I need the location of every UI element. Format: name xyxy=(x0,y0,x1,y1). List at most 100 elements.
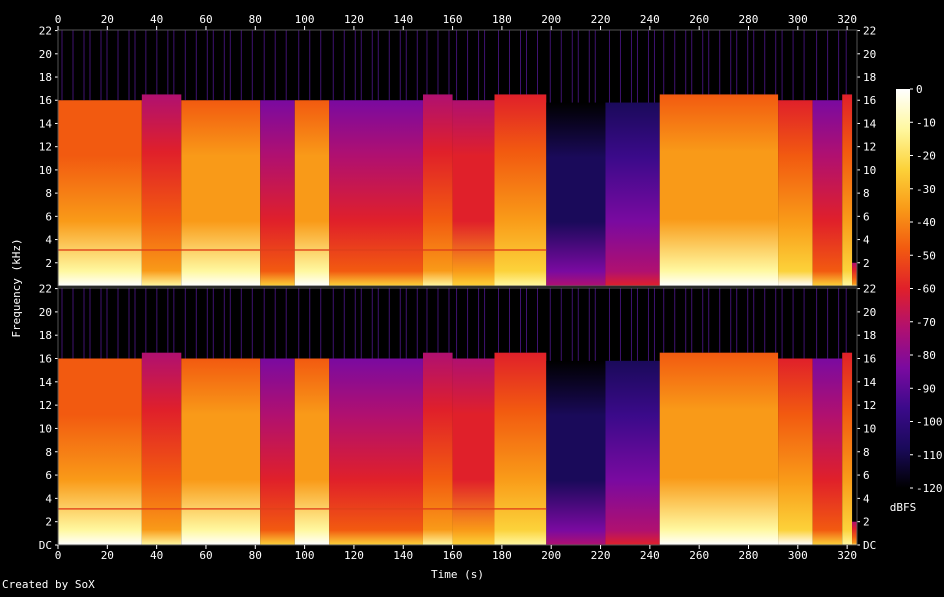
y-tick-label-right: 16 xyxy=(863,353,876,366)
y-tick-label-right: 18 xyxy=(863,71,876,84)
y-tick-label-left: 2 xyxy=(45,516,52,529)
y-tick-label-left: 20 xyxy=(39,48,52,61)
colorbar-tick-label: -30 xyxy=(916,183,936,196)
y-tick-label-right: 8 xyxy=(863,187,870,200)
spectrogram-segment xyxy=(852,521,857,545)
colorbar-tick-label: -10 xyxy=(916,116,936,129)
y-tick-label-right: 4 xyxy=(863,492,870,505)
colorbar-tick-label: -120 xyxy=(916,482,943,495)
x-tick-label-bottom: 240 xyxy=(640,549,660,562)
colorbar-tick-label: -50 xyxy=(916,249,936,262)
y-tick-label-right: 6 xyxy=(863,469,870,482)
spectrogram-segment xyxy=(294,358,330,545)
y-tick-label-left: 10 xyxy=(39,164,52,177)
spectrogram-segment xyxy=(141,352,182,545)
spectrogram-segment xyxy=(141,94,182,287)
x-tick-label-top: 120 xyxy=(344,13,364,26)
x-tick-label-bottom: 80 xyxy=(249,549,262,562)
spectrogram-segment xyxy=(842,94,853,287)
x-tick-label-bottom: 120 xyxy=(344,549,364,562)
colorbar-ramp xyxy=(896,89,910,488)
spectrogram-segment xyxy=(260,358,295,545)
x-tick-label-bottom: 60 xyxy=(199,549,212,562)
y-tick-label-right: 12 xyxy=(863,141,876,154)
spectrogram-panel-1 xyxy=(58,30,857,287)
spectrogram-segment xyxy=(58,100,142,287)
colorbar-tick-label: -110 xyxy=(916,449,943,462)
x-tick-label-bottom: 20 xyxy=(101,549,114,562)
y-tick-label-right: 20 xyxy=(863,306,876,319)
spectrogram-segment xyxy=(852,262,857,286)
x-tick-label-bottom: 40 xyxy=(150,549,163,562)
x-tick-label-top: 220 xyxy=(591,13,611,26)
y-tick-label-right: 22 xyxy=(863,283,876,296)
x-tick-label-top: 140 xyxy=(393,13,413,26)
x-tick-label-top: 200 xyxy=(541,13,561,26)
y-tick-label-right: 16 xyxy=(863,94,876,107)
x-tick-label-bottom: 260 xyxy=(689,549,709,562)
y-tick-label-right: 18 xyxy=(863,329,876,342)
x-tick-label-bottom: 280 xyxy=(739,549,759,562)
x-tick-label-bottom: 140 xyxy=(393,549,413,562)
x-tick-label-top: 20 xyxy=(101,13,114,26)
x-tick-label-bottom: 320 xyxy=(837,549,857,562)
x-axis-label: Time (s) xyxy=(431,568,484,581)
x-tick-label-top: 180 xyxy=(492,13,512,26)
y-tick-label-right: 14 xyxy=(863,117,877,130)
spectrogram-segment xyxy=(812,100,843,287)
spectrogram-segment xyxy=(452,358,495,545)
spectrogram-segment xyxy=(329,358,423,545)
spectrogram-segment xyxy=(58,358,142,545)
x-tick-label-bottom: 160 xyxy=(443,549,463,562)
spectrogram-segment xyxy=(422,94,453,287)
y-tick-label-left: 6 xyxy=(45,469,52,482)
y-axis-label: Frequency (kHz) xyxy=(10,238,23,337)
spectrogram-segment xyxy=(329,100,423,287)
colorbar-label: dBFS xyxy=(890,501,917,514)
spectrogram-segment xyxy=(812,358,843,545)
x-tick-label-top: 260 xyxy=(689,13,709,26)
x-tick-label-top: 0 xyxy=(55,13,62,26)
spectrogram-segment xyxy=(778,100,813,287)
spectrogram-segment xyxy=(546,102,606,287)
colorbar-tick-label: -60 xyxy=(916,283,936,296)
x-tick-label-top: 240 xyxy=(640,13,660,26)
spectrogram-segment xyxy=(659,94,779,287)
spectrogram-segment xyxy=(422,352,453,545)
spectrogram-segment xyxy=(546,360,606,545)
y-tick-label-left: 2 xyxy=(45,257,52,270)
colorbar-tick-label: -100 xyxy=(916,416,943,429)
spectrogram-segment xyxy=(778,358,813,545)
y-tick-label-left: 14 xyxy=(39,376,53,389)
y-tick-label-left: 14 xyxy=(39,117,53,130)
credit-text: Created by SoX xyxy=(2,578,95,591)
colorbar-tick-label: -90 xyxy=(916,382,936,395)
y-tick-label-left: 18 xyxy=(39,71,52,84)
x-tick-label-bottom: 200 xyxy=(541,549,561,562)
y-tick-label-left: 20 xyxy=(39,306,52,319)
colorbar-tick-label: -70 xyxy=(916,316,936,329)
panel-frame xyxy=(57,287,858,546)
spectrogram-segment xyxy=(294,100,330,287)
panel-frame xyxy=(57,29,858,287)
colorbar-tick-label: -80 xyxy=(916,349,936,362)
x-tick-label-bottom: 180 xyxy=(492,549,512,562)
colorbar-tick-label: -40 xyxy=(916,216,936,229)
y-tick-label-right: 6 xyxy=(863,210,870,223)
spectrogram-panel-2 xyxy=(58,288,857,545)
y-tick-label-left: 18 xyxy=(39,329,52,342)
y-tick-label-left: 8 xyxy=(45,187,52,200)
y-tick-label-left: 16 xyxy=(39,353,52,366)
y-tick-label-right: 2 xyxy=(863,257,870,270)
y-tick-label-right: 10 xyxy=(863,164,876,177)
y-tick-label-right: 20 xyxy=(863,48,876,61)
x-tick-label-top: 300 xyxy=(788,13,808,26)
x-tick-label-top: 320 xyxy=(837,13,857,26)
y-tick-label-right: 12 xyxy=(863,399,876,412)
x-tick-label-top: 100 xyxy=(295,13,315,26)
y-tick-label-right: 4 xyxy=(863,234,870,247)
spectrogram-segment xyxy=(452,100,495,287)
spectrogram-segment xyxy=(659,352,779,545)
